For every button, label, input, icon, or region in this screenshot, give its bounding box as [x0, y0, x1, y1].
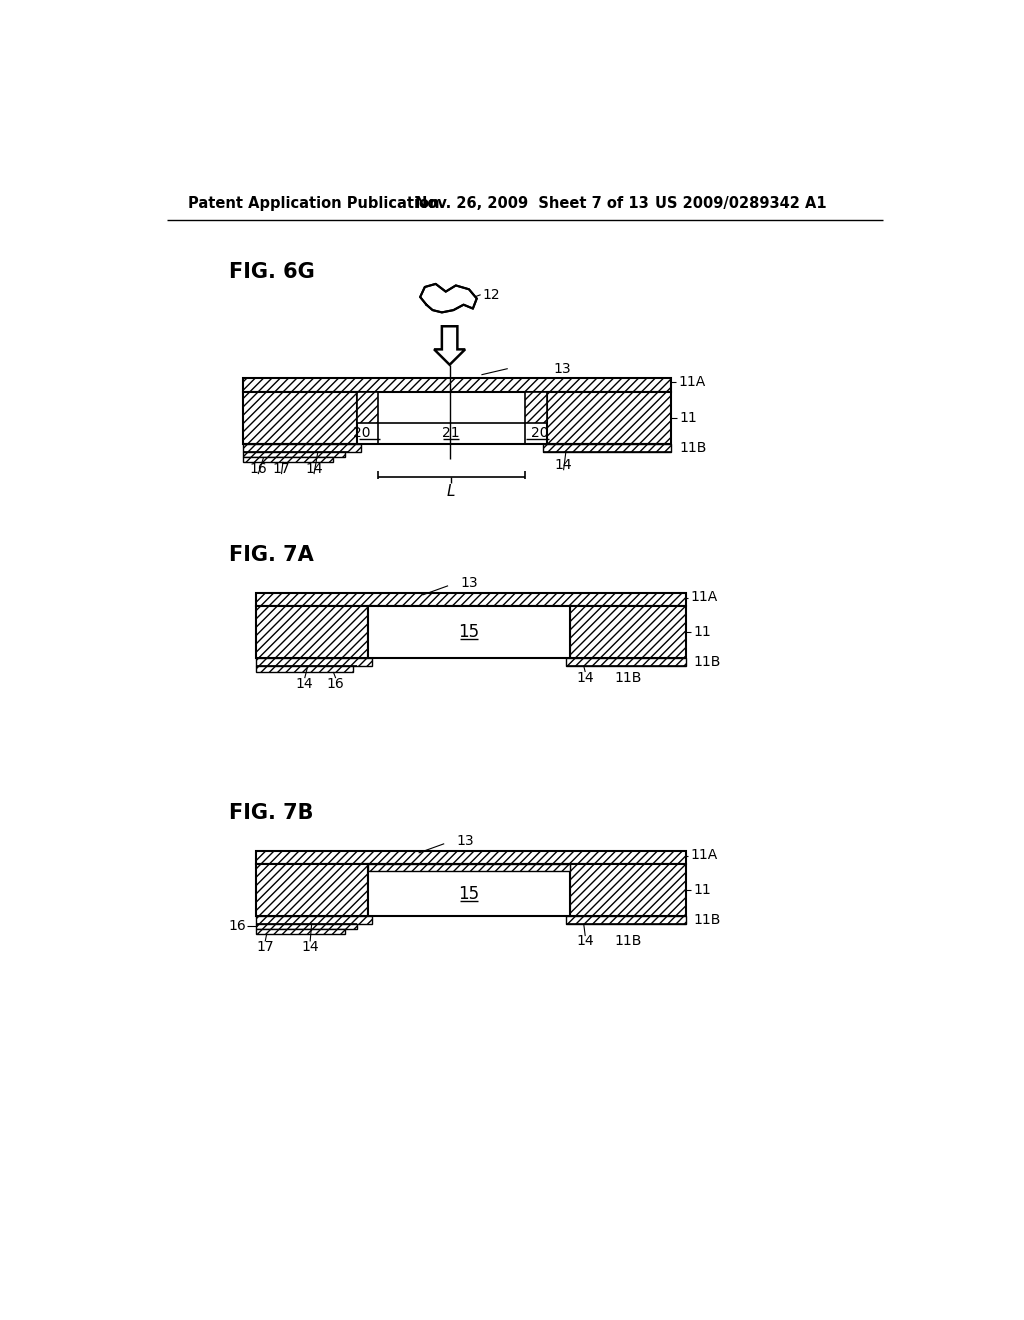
- Text: 11A: 11A: [690, 849, 718, 862]
- Text: 16: 16: [228, 919, 246, 933]
- Text: 13: 13: [553, 362, 570, 376]
- Bar: [369, 863, 569, 871]
- Text: 14: 14: [555, 458, 572, 471]
- Text: 17: 17: [256, 940, 274, 954]
- Bar: [543, 444, 671, 451]
- Text: 14: 14: [577, 671, 594, 685]
- Bar: [566, 916, 686, 924]
- Bar: [243, 457, 334, 462]
- Text: 15: 15: [459, 884, 479, 903]
- Bar: [356, 392, 378, 422]
- Text: 17: 17: [272, 462, 290, 475]
- Text: 16: 16: [327, 677, 344, 692]
- Text: 11B: 11B: [693, 655, 721, 669]
- Text: FIG. 7A: FIG. 7A: [228, 545, 313, 565]
- Text: FIG. 6G: FIG. 6G: [228, 263, 314, 282]
- Bar: [524, 392, 547, 422]
- Text: 14: 14: [301, 940, 318, 954]
- Polygon shape: [434, 326, 465, 364]
- Text: 15: 15: [459, 623, 479, 642]
- Text: 13: 13: [457, 834, 474, 847]
- Bar: [256, 606, 369, 659]
- Text: 21: 21: [442, 426, 460, 441]
- Bar: [256, 916, 372, 924]
- Bar: [369, 863, 569, 916]
- Text: 11: 11: [693, 883, 712, 896]
- Text: 20: 20: [352, 426, 370, 441]
- Text: FIG. 7B: FIG. 7B: [228, 803, 313, 822]
- Bar: [256, 659, 372, 665]
- Text: 16: 16: [249, 462, 267, 475]
- Bar: [566, 659, 686, 665]
- Text: 11B: 11B: [693, 913, 721, 927]
- Text: 14: 14: [577, 935, 594, 949]
- Text: 13: 13: [460, 576, 478, 590]
- Text: 12: 12: [482, 288, 500, 302]
- Bar: [256, 863, 369, 916]
- Text: 14: 14: [296, 677, 313, 692]
- Text: US 2009/0289342 A1: US 2009/0289342 A1: [655, 195, 826, 211]
- Text: 11B: 11B: [614, 671, 642, 685]
- Bar: [569, 863, 686, 916]
- Text: L: L: [446, 483, 456, 499]
- Text: 11B: 11B: [680, 441, 708, 455]
- Bar: [256, 851, 686, 863]
- Bar: [547, 392, 671, 444]
- Text: 20: 20: [530, 426, 548, 441]
- Bar: [569, 606, 686, 659]
- Text: 11A: 11A: [690, 590, 718, 605]
- Text: 14: 14: [305, 462, 323, 475]
- Text: 11: 11: [693, 624, 712, 639]
- Bar: [256, 665, 352, 672]
- Bar: [243, 444, 360, 451]
- Text: 11: 11: [680, 411, 697, 425]
- Text: Nov. 26, 2009  Sheet 7 of 13: Nov. 26, 2009 Sheet 7 of 13: [415, 195, 648, 211]
- Text: 11B: 11B: [614, 935, 642, 949]
- Bar: [369, 606, 569, 659]
- Bar: [256, 924, 356, 929]
- Bar: [243, 378, 671, 392]
- Text: 11A: 11A: [678, 375, 706, 388]
- Polygon shape: [420, 284, 477, 313]
- Bar: [243, 392, 356, 444]
- Text: Patent Application Publication: Patent Application Publication: [188, 195, 440, 211]
- Bar: [243, 451, 345, 457]
- Bar: [256, 594, 686, 606]
- Bar: [256, 929, 345, 933]
